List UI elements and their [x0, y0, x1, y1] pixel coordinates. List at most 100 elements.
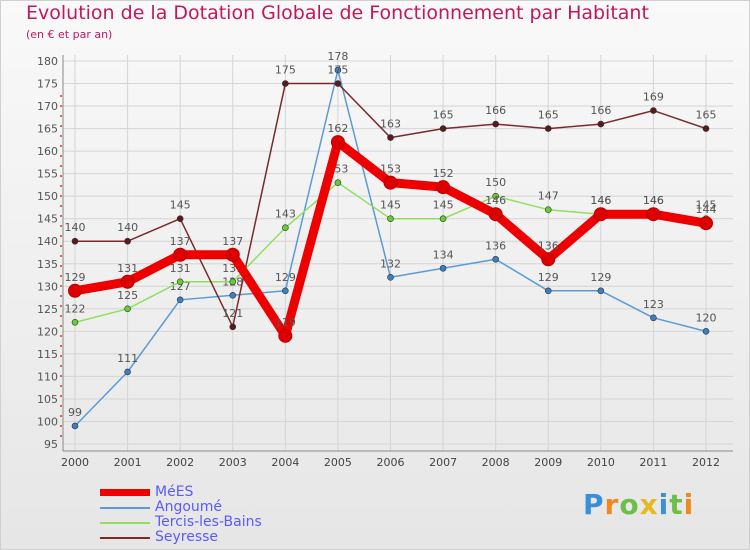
- data-label: 122: [65, 302, 86, 315]
- chart-title: Evolution de la Dotation Globale de Fonc…: [26, 2, 649, 24]
- data-label: 140: [65, 221, 86, 234]
- data-label: 119: [275, 316, 296, 329]
- data-label: 129: [590, 271, 611, 284]
- y-tick-label: 145: [37, 213, 58, 226]
- data-label: 134: [433, 248, 454, 261]
- data-label: 175: [327, 64, 348, 77]
- data-point: [229, 278, 237, 286]
- data-point: [646, 207, 661, 222]
- data-label: 169: [643, 91, 664, 104]
- data-label: 125: [117, 289, 138, 302]
- data-label: 178: [327, 50, 348, 63]
- legend-label: Tercis-les-Bains: [155, 514, 262, 530]
- logo-letter: x: [639, 488, 659, 521]
- data-point: [383, 175, 398, 190]
- data-point: [71, 422, 79, 430]
- data-label: 132: [380, 257, 401, 270]
- data-label: 162: [327, 122, 348, 135]
- data-point: [176, 296, 184, 304]
- y-tick-label: 165: [37, 123, 58, 136]
- data-point: [544, 125, 552, 132]
- data-point: [173, 247, 188, 262]
- data-point: [68, 283, 82, 298]
- data-label: 165: [696, 109, 717, 122]
- data-point: [593, 207, 608, 222]
- x-tick-label: 2000: [61, 456, 89, 469]
- proxiti-logo: Proxiti: [583, 488, 694, 521]
- y-tick-label: 160: [37, 145, 58, 158]
- y-tick-label: 115: [37, 348, 58, 361]
- data-label: 131: [170, 262, 191, 275]
- data-label: 144: [696, 203, 717, 216]
- data-point: [387, 215, 394, 223]
- x-tick-label: 2010: [587, 456, 615, 469]
- data-point: [439, 125, 447, 132]
- data-point: [278, 328, 293, 343]
- data-point: [436, 180, 451, 195]
- data-point: [71, 319, 79, 326]
- data-label: 145: [696, 199, 717, 212]
- y-tick-label: 110: [37, 370, 58, 383]
- data-label: 145: [170, 199, 191, 212]
- logo-letter: r: [604, 488, 620, 521]
- data-label: 163: [380, 118, 401, 131]
- series-seyresse: 140 140 145 121 175 175 163 165 166 165 166 169 165: [65, 64, 717, 331]
- data-label: 146: [643, 194, 664, 207]
- data-point: [176, 278, 184, 286]
- legend-swatch: [100, 537, 150, 539]
- data-point: [124, 305, 131, 313]
- data-label: 131: [117, 262, 138, 275]
- x-tick-label: 2006: [377, 456, 405, 469]
- data-label: 146: [590, 194, 611, 207]
- y-tick-label: 100: [37, 415, 58, 428]
- data-label: 150: [485, 176, 506, 189]
- legend-label: Seyresse: [155, 529, 219, 545]
- y-tick-label: 120: [37, 325, 58, 338]
- data-point: [176, 215, 184, 223]
- data-label: 137: [170, 235, 191, 248]
- data-point: [229, 323, 237, 331]
- data-label: 175: [275, 64, 296, 77]
- data-point: [334, 80, 342, 87]
- series-angoum-: 99111127128129178132134136129129123120: [68, 50, 717, 430]
- data-point: [544, 287, 552, 295]
- y-tick-label: 180: [37, 55, 58, 68]
- data-point: [488, 207, 503, 222]
- x-tick-label: 2007: [429, 456, 457, 469]
- data-point: [124, 237, 131, 245]
- data-label: 165: [538, 109, 559, 122]
- y-tick-label: 135: [37, 258, 58, 271]
- data-label: 145: [433, 199, 454, 212]
- logo-letter: t: [669, 488, 684, 521]
- data-label: 111: [117, 352, 138, 365]
- data-point: [282, 224, 289, 232]
- logo-letter: o: [619, 488, 640, 521]
- data-point: [334, 66, 342, 74]
- data-label: 136: [485, 239, 506, 252]
- data-label: 129: [538, 271, 559, 284]
- data-point: [699, 216, 713, 231]
- data-point: [439, 215, 447, 223]
- x-tick-label: 2001: [114, 456, 142, 469]
- legend-swatch: [100, 507, 150, 509]
- data-point: [439, 264, 447, 272]
- data-point: [387, 273, 394, 281]
- plot-area: [63, 55, 733, 451]
- legend-swatch: [100, 522, 150, 524]
- data-label: 129: [275, 271, 296, 284]
- data-point: [650, 107, 657, 114]
- y-tick-label: 105: [37, 393, 58, 406]
- x-tick-label: 2005: [324, 456, 352, 469]
- data-label: 146: [590, 194, 611, 207]
- logo-letter: i: [683, 488, 695, 521]
- data-point: [597, 287, 605, 295]
- x-tick-label: 2003: [219, 456, 247, 469]
- data-point: [702, 125, 710, 132]
- legend-label: MéES: [155, 484, 194, 500]
- x-tick-label: 2004: [271, 456, 299, 469]
- y-tick-label: 150: [37, 190, 58, 203]
- data-label: 152: [433, 167, 454, 180]
- data-label: 121: [222, 307, 243, 320]
- data-label: 153: [380, 163, 401, 176]
